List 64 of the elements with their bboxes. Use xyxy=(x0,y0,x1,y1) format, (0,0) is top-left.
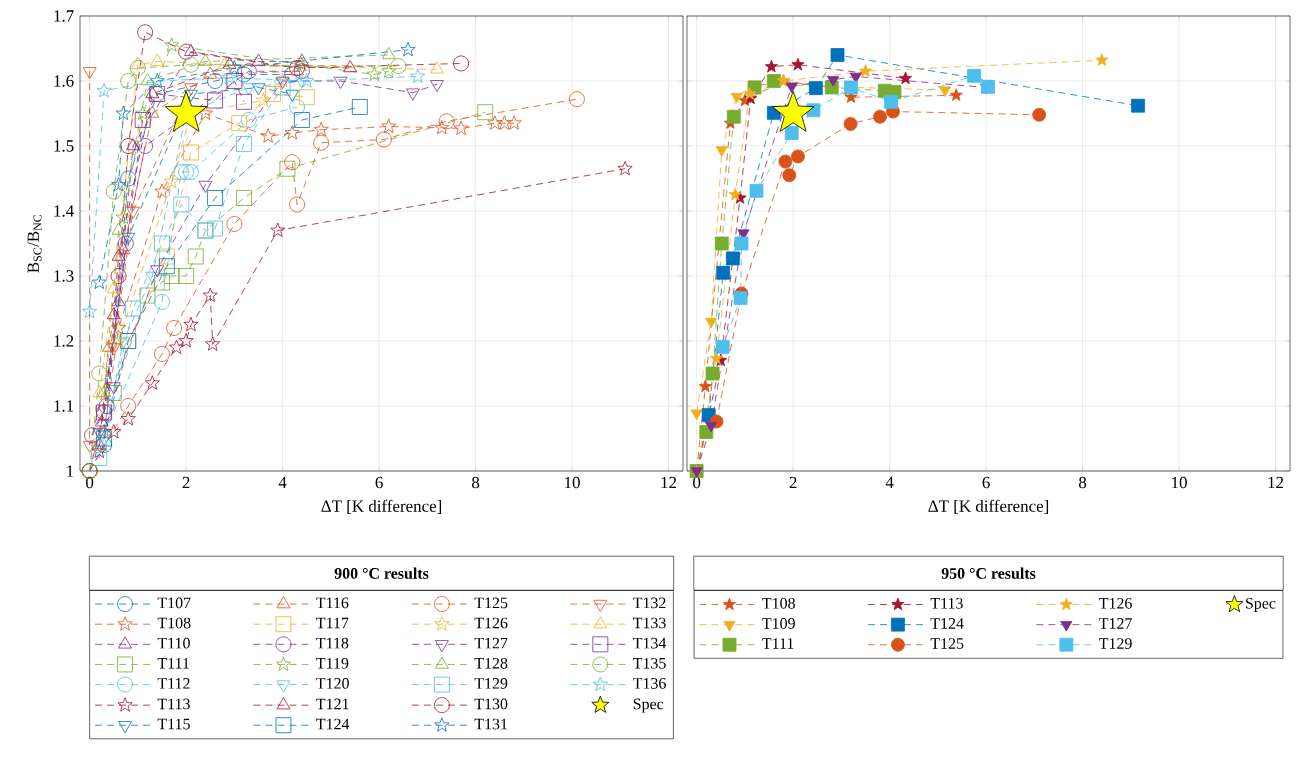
x-axis-title: ΔT [K difference] xyxy=(321,499,442,514)
legend-label: T136 xyxy=(633,678,666,689)
legend-label: T125 xyxy=(930,638,964,649)
legend-label: T135 xyxy=(633,657,666,669)
legend-label: T121 xyxy=(316,698,349,710)
x-tick-label: 0 xyxy=(86,476,94,489)
legend-title: 900 °C results xyxy=(334,567,429,579)
legend-label: T124 xyxy=(316,718,350,730)
legend-label: T111 xyxy=(157,657,189,669)
legend-label: T117 xyxy=(316,617,349,629)
legend-title: 950 °C results xyxy=(941,567,1036,579)
y-tick-label: 1.7 xyxy=(54,10,74,22)
legend-label: Spec xyxy=(633,698,664,713)
y-tick-label: 1 xyxy=(67,465,74,477)
x-axis-title: ΔT [K difference] xyxy=(928,499,1049,514)
x-tick-label: 10 xyxy=(1172,476,1187,489)
legend-label: T129 xyxy=(1099,638,1132,649)
x-tick-label: 4 xyxy=(885,476,894,488)
legend-label: T126 xyxy=(1099,597,1132,609)
legend-label: T131 xyxy=(474,718,507,730)
legend-label: T127 xyxy=(1099,618,1132,629)
legend-label: T125 xyxy=(474,597,508,609)
legend-label: T134 xyxy=(633,637,667,649)
legend-label: T115 xyxy=(157,718,190,730)
legend-label: T130 xyxy=(474,698,508,710)
x-tick-label: 10 xyxy=(565,476,580,489)
legend-label: T127 xyxy=(474,637,508,649)
legend-label: T109 xyxy=(762,618,795,629)
x-tick-label: 0 xyxy=(693,476,701,489)
legend-label: T108 xyxy=(762,597,795,609)
x-tick-label: 6 xyxy=(982,476,990,489)
x-tick-label: 8 xyxy=(471,476,480,489)
legend-label: T133 xyxy=(633,617,666,629)
x-tick-label: 2 xyxy=(182,476,190,489)
legend-label: Spec xyxy=(1246,597,1276,612)
legend-label: T128 xyxy=(474,657,508,669)
y-axis-title: B$_{SC}$/B$_{NC}$ xyxy=(27,215,42,273)
legend-label: T111 xyxy=(762,638,794,649)
legend-label: T132 xyxy=(633,597,666,609)
x-tick-label: 12 xyxy=(1268,476,1284,489)
y-tick-label: 1.6 xyxy=(54,75,74,87)
legend-label: T120 xyxy=(316,678,349,689)
legend-label: T118 xyxy=(316,637,349,649)
legend-label: T108 xyxy=(157,617,191,629)
legend-label: T113 xyxy=(930,597,963,609)
legend-label: T107 xyxy=(157,597,191,609)
y-tick-label: 1.1 xyxy=(54,400,74,412)
legend-label: T112 xyxy=(157,678,190,689)
legend-label: T119 xyxy=(316,657,349,669)
legend-label: T116 xyxy=(316,597,349,609)
legend-label: T129 xyxy=(474,678,508,689)
y-tick-label: 1.4 xyxy=(54,205,74,217)
x-tick-label: 6 xyxy=(375,476,383,489)
x-tick-label: 4 xyxy=(278,476,287,488)
x-tick-label: 2 xyxy=(789,476,797,489)
legend-label: T113 xyxy=(157,698,190,710)
x-tick-label: 8 xyxy=(1078,476,1087,489)
x-tick-label: 12 xyxy=(661,476,677,489)
y-tick-label: 1.2 xyxy=(54,335,74,347)
y-tick-label: 1.5 xyxy=(54,140,74,152)
legend-label: T126 xyxy=(474,617,508,629)
legend-label: T124 xyxy=(930,618,964,629)
legend-label: T110 xyxy=(157,637,190,649)
y-tick-label: 1.3 xyxy=(54,270,74,282)
